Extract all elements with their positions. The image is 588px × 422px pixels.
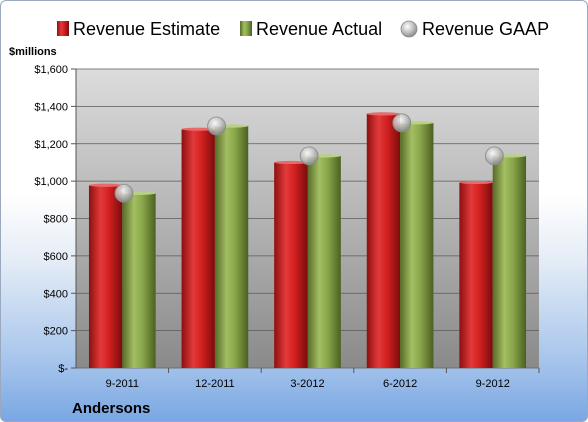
- bar-revenue-estimate-cap: [88, 183, 123, 187]
- gaap-markers: [114, 113, 504, 203]
- legend-label-gaap: Revenue GAAP: [422, 19, 549, 39]
- x-tick-label: 6-2012: [383, 378, 417, 390]
- bar-revenue-estimate: [88, 185, 123, 368]
- y-tick-label: $1,400: [34, 101, 68, 113]
- y-axis-ticks: $- $200 $400 $600 $800 $1,000 $1,200 $1,400 $1,6…: [34, 64, 77, 375]
- y-tick-label: $1,600: [34, 64, 68, 76]
- units-label: $millions: [9, 46, 57, 58]
- bar-revenue-estimate-cap: [181, 127, 215, 131]
- y-tick-label: $400: [44, 288, 68, 300]
- bar-revenue-estimate: [366, 113, 401, 368]
- bar-revenue-estimate-cap: [459, 180, 493, 185]
- legend-swatch-estimate: [57, 21, 69, 36]
- marker-revenue-gaap: [392, 113, 412, 133]
- bar-revenue-actual: [307, 155, 341, 368]
- bar-revenue-estimate-cap: [366, 112, 401, 116]
- legend-swatch-actual: [240, 21, 252, 36]
- y-tick-label: $800: [44, 214, 68, 226]
- x-tick-label: 12-2011: [195, 378, 235, 390]
- x-axis-ticks: 9-2011 12-2011 3-2012 6-2012 9-2012: [106, 368, 540, 390]
- legend-label-actual: Revenue Actual: [256, 19, 382, 39]
- marker-revenue-gaap: [114, 183, 134, 203]
- marker-revenue-gaap: [484, 146, 504, 166]
- bar-revenue-estimate-cap: [274, 160, 308, 165]
- legend-marker-gaap: [400, 20, 418, 38]
- x-tick-label: 9-2012: [476, 378, 510, 390]
- legend-label-estimate: Revenue Estimate: [73, 19, 220, 39]
- y-tick-label: $1,200: [34, 139, 68, 151]
- marker-revenue-gaap: [299, 146, 319, 166]
- bar-revenue-estimate: [459, 182, 493, 368]
- y-tick-label: $200: [44, 326, 68, 338]
- y-tick-label: $600: [44, 251, 68, 263]
- bar-revenue-estimate: [274, 162, 308, 368]
- bar-revenue-actual: [122, 193, 156, 368]
- x-tick-label: 3-2012: [290, 378, 324, 390]
- y-tick-label: $1,000: [34, 176, 68, 188]
- bars: [88, 112, 527, 368]
- bar-revenue-estimate: [181, 129, 215, 368]
- x-tick-label: 9-2011: [106, 378, 139, 390]
- bar-revenue-actual: [214, 125, 249, 368]
- y-tick-label: $-: [58, 363, 68, 375]
- company-label: Andersons: [72, 400, 150, 417]
- marker-revenue-gaap: [207, 116, 226, 136]
- bar-revenue-actual: [400, 122, 434, 368]
- bar-revenue-actual: [492, 155, 527, 368]
- legend: Revenue Estimate Revenue Actual Revenue …: [57, 19, 549, 39]
